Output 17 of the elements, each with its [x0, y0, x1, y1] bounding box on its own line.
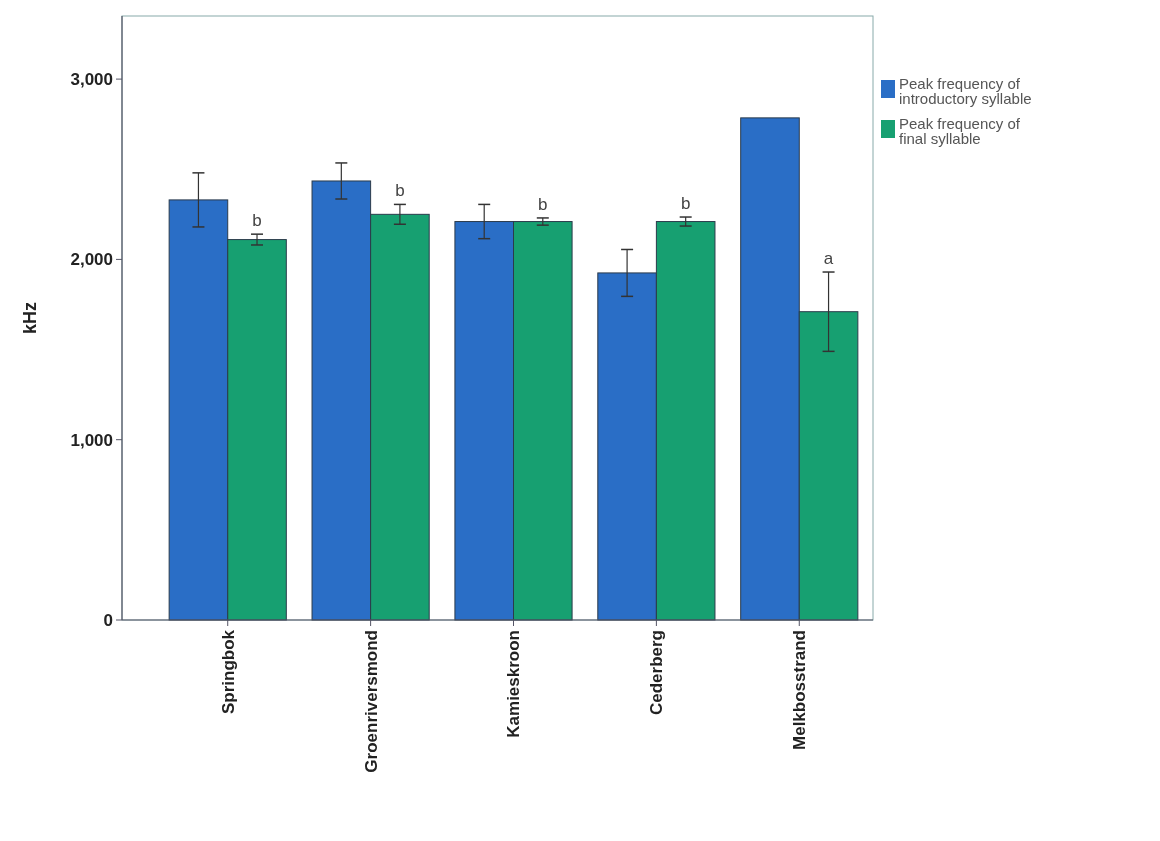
x-tick-label: Groenriversmond [361, 630, 381, 773]
x-tick-label: Cederberg [647, 630, 667, 716]
y-tick-label: 0 [103, 610, 113, 630]
legend-label: Peak frequency of final syllable [899, 115, 1021, 148]
annotation: b [680, 194, 691, 214]
annotation: b [395, 181, 405, 201]
annotation: b [538, 194, 548, 214]
legend-label: Peak frequency of introductory syllable [899, 75, 1032, 108]
y-tick-label: 1,000 [70, 430, 113, 450]
x-tick-label: Kamieskroon [504, 630, 524, 738]
x-tick-label: Springbok [218, 629, 238, 715]
y-axis-title: kHz [20, 301, 40, 335]
annotation: b [252, 211, 262, 231]
x-tick-label: Melkbosstrand [790, 630, 810, 750]
annotation: a [823, 249, 834, 269]
y-tick-label: 3,000 [70, 70, 113, 90]
y-tick-label: 2,000 [70, 250, 113, 270]
